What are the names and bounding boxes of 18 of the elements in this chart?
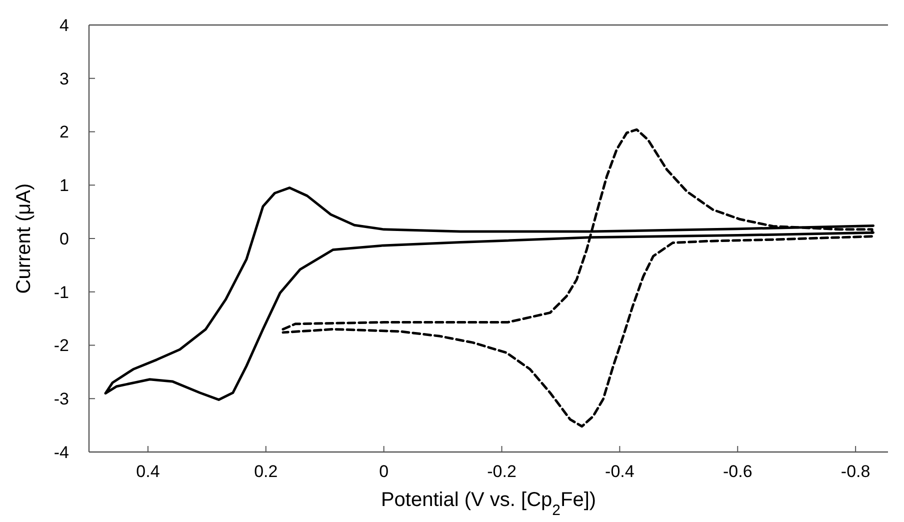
y-tick-label: 4 [60,16,69,35]
y-axis-title: Current (μA) [13,183,35,294]
x-tick-label: -0.8 [840,462,870,481]
y-tick-label: 3 [60,69,69,88]
y-tick-label: 2 [60,122,69,142]
y-tick-label: -3 [54,390,69,409]
x-tick-label: -0.4 [605,462,634,481]
y-tick-label: -2 [54,336,69,356]
x-tick-label: 0.4 [136,462,160,481]
x-tick-label: 0 [379,462,389,481]
y-tick-label: -1 [54,282,69,302]
y-tick-label: 0 [60,229,69,248]
x-tick-label: 0.2 [254,462,278,481]
x-tick-label: -0.6 [722,462,752,481]
y-tick-label: 1 [60,176,69,196]
x-axis-title: Potential (V vs. [Cp$_{2}$Fe]) [380,489,596,518]
y-tick-label: -4 [54,442,69,462]
x-tick-label: -0.2 [487,462,516,481]
